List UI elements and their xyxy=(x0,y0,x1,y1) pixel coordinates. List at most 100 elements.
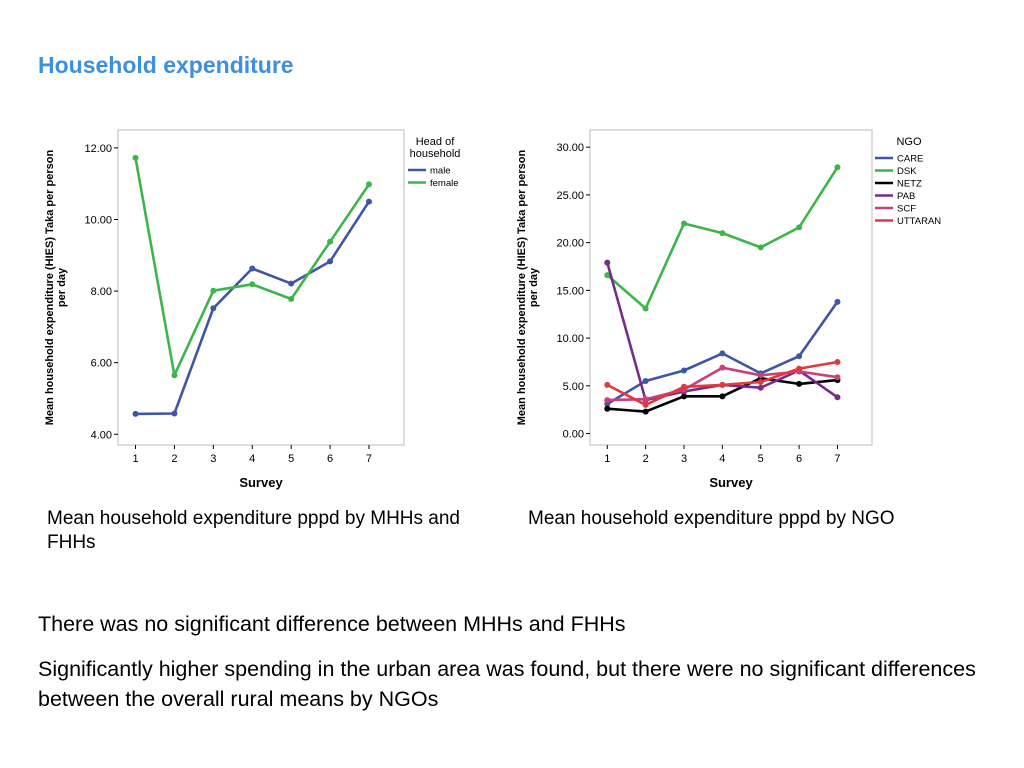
series-line-dsk xyxy=(606,166,839,310)
plot-frame xyxy=(589,129,873,446)
data-point-dsk xyxy=(834,164,841,171)
y-tick-label: 12.00 xyxy=(84,143,112,155)
data-point-care xyxy=(719,350,726,357)
data-point-male xyxy=(210,305,217,312)
y-tick-label: 4.00 xyxy=(91,429,112,441)
legend-label: PAB xyxy=(897,191,915,202)
y-tick-label: 6.00 xyxy=(91,358,112,370)
data-point-netz xyxy=(681,393,687,400)
data-point-dsk xyxy=(681,220,687,227)
x-tick-label: 2 xyxy=(643,453,649,465)
data-point-uttaran xyxy=(604,381,611,388)
y-tick-label: 0.00 xyxy=(563,429,584,441)
y-axis-label: Mean household expenditure (HIES) Taka p… xyxy=(44,149,68,425)
data-point-pab xyxy=(834,394,841,401)
data-point-uttaran xyxy=(642,401,649,408)
data-point-male xyxy=(365,198,372,205)
legend-title: Head of xyxy=(416,136,455,148)
y-tick-label: 30.00 xyxy=(556,142,584,154)
y-tick-label: 25.00 xyxy=(556,190,584,202)
data-point-care xyxy=(796,353,803,360)
chart-left: 4.00 6.00 8.00 10.00 12.00 1 2 3 4 5 6 7 Survey Mean … xyxy=(44,129,460,490)
legend-label: female xyxy=(430,178,459,189)
data-point-care xyxy=(834,298,841,305)
legend-label: UTTARAN xyxy=(897,216,941,227)
x-tick-label: 6 xyxy=(327,453,333,465)
y-tick-label: 20.00 xyxy=(556,238,584,250)
y-axis-label-line: Mean household expenditure (HIES) Taka p… xyxy=(516,149,528,425)
x-tick-label: 5 xyxy=(758,453,764,465)
x-tick-label: 6 xyxy=(796,453,802,465)
x-tick-label: 4 xyxy=(719,453,725,465)
data-point-female xyxy=(249,281,256,288)
data-point-female xyxy=(288,295,295,302)
data-point-scf xyxy=(719,364,726,371)
data-point-dsk xyxy=(642,305,649,312)
slide-title: Household expenditure xyxy=(38,52,294,78)
data-point-uttaran xyxy=(757,379,764,385)
data-point-female xyxy=(210,287,217,294)
x-tick-label: 7 xyxy=(834,453,840,465)
data-point-male xyxy=(288,280,295,287)
legend-label: SCF xyxy=(897,204,916,215)
data-point-dsk xyxy=(719,230,726,237)
data-point-male xyxy=(327,258,334,265)
data-point-dsk xyxy=(757,244,764,251)
y-tick-label: 5.00 xyxy=(563,381,584,393)
data-point-male xyxy=(171,410,178,417)
data-point-female xyxy=(171,372,178,379)
data-point-netz xyxy=(604,405,611,412)
data-point-dsk xyxy=(796,224,803,231)
data-point-pab xyxy=(604,259,611,266)
series-line-pab xyxy=(606,262,839,402)
data-point-pab xyxy=(757,384,764,391)
y-tick-label: 10.00 xyxy=(84,214,112,226)
data-point-scf xyxy=(757,372,764,379)
data-point-netz xyxy=(719,393,726,400)
legend-label: DSK xyxy=(897,166,917,177)
y-tick-label: 15.00 xyxy=(556,285,584,297)
data-point-uttaran xyxy=(834,358,841,365)
chart-right: 0.00 5.00 10.00 15.00 20.00 25.00 30.00 1 2 3 4 5 6 7… xyxy=(516,129,941,490)
x-tick-label: 4 xyxy=(249,453,255,465)
legend-label: CARE xyxy=(897,154,923,165)
y-axis-label-line: per day xyxy=(56,267,68,307)
data-point-care xyxy=(681,367,687,374)
data-point-male xyxy=(249,265,256,272)
data-point-uttaran xyxy=(719,381,726,388)
x-axis-label: Survey xyxy=(709,475,753,490)
x-tick-label: 2 xyxy=(171,453,177,465)
x-tick-label: 3 xyxy=(681,453,687,465)
y-axis-label: Mean household expenditure (HIES) Taka p… xyxy=(516,149,540,425)
caption-left: Mean household expenditure pppd by MHHs … xyxy=(47,508,460,553)
y-tick-label: 8.00 xyxy=(91,286,112,298)
x-tick-label: 1 xyxy=(604,453,610,465)
bullet-text: There was no significant difference betw… xyxy=(38,612,626,636)
series-line-male xyxy=(135,200,371,416)
legend-label: NETZ xyxy=(897,179,922,190)
legend-title: household xyxy=(410,148,461,160)
data-point-scf xyxy=(604,397,611,404)
data-point-dsk xyxy=(604,272,611,279)
data-point-netz xyxy=(642,408,649,415)
data-point-female xyxy=(327,238,334,245)
legend-title: NGO xyxy=(896,136,922,148)
x-axis-label: Survey xyxy=(239,475,283,490)
data-point-male xyxy=(132,410,139,417)
data-point-care xyxy=(642,378,649,385)
y-axis-label-line: per day xyxy=(528,267,540,307)
data-point-uttaran xyxy=(796,365,803,372)
plot-frame xyxy=(117,129,405,446)
caption-right: Mean household expenditure pppd by NGO xyxy=(528,508,895,529)
data-point-female xyxy=(365,181,372,188)
y-axis-label-line: Mean household expenditure (HIES) Taka p… xyxy=(44,149,56,425)
legend-label: male xyxy=(430,166,451,177)
data-point-uttaran xyxy=(681,383,687,390)
x-tick-label: 3 xyxy=(210,453,216,465)
bullet-text: Significantly higher spending in the urb… xyxy=(38,657,976,711)
data-point-female xyxy=(132,154,139,161)
x-tick-label: 1 xyxy=(132,453,138,465)
data-point-scf xyxy=(642,396,649,403)
data-point-netz xyxy=(796,380,803,387)
